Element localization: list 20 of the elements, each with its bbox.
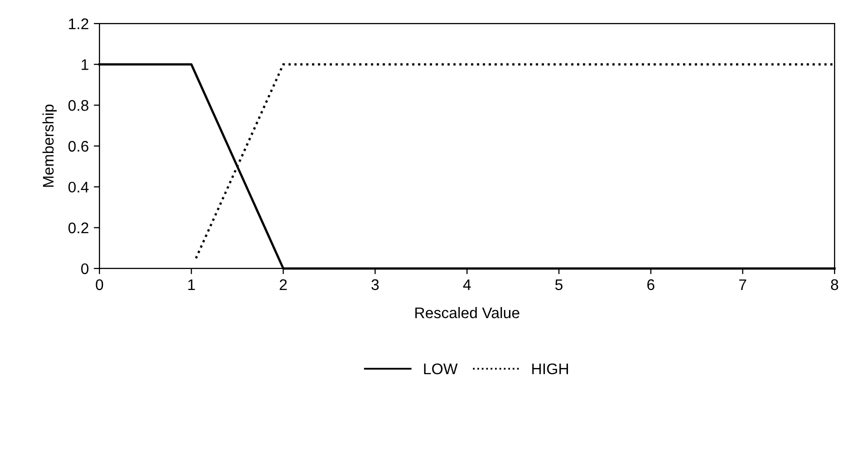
x-tick-label: 2 [280,279,287,290]
x-tick-label: 0 [96,279,104,290]
x-axis-title: Rescaled Value [415,307,520,318]
y-tick-label: 1.2 [68,18,88,30]
y-tick-label: 0 [81,263,88,274]
y-tick-label: 0.2 [68,222,88,234]
x-tick-label: 7 [739,279,746,290]
y-tick-label: 0.6 [68,140,88,152]
y-tick-label: 0.4 [68,182,89,193]
x-tick-label: 8 [830,279,838,290]
x-tick-label: 3 [371,279,379,290]
legend-label: LOW [424,363,458,374]
y-axis-title: Membership [42,104,57,187]
legend-label: HIGH [532,363,568,374]
x-tick-label: 4 [463,279,471,290]
x-tick-label: 6 [647,279,654,290]
x-tick-label: 5 [555,279,563,290]
y-tick-label: 1 [82,59,88,70]
x-tick-label: 1 [188,279,195,290]
y-tick-label: 0.8 [68,100,88,111]
